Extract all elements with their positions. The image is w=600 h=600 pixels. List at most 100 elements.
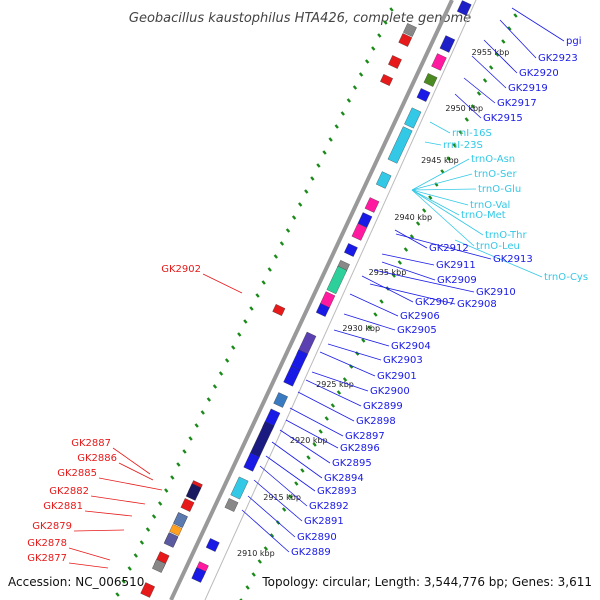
kbp-label: 2935 kbp (369, 268, 407, 277)
gene-label-right[interactable]: GK2894 (324, 473, 364, 484)
gene-label-left[interactable]: GK2877 (27, 553, 67, 564)
gene-label-left[interactable]: GK2902 (161, 264, 201, 275)
gene-label-right[interactable]: GK2920 (519, 68, 559, 79)
gene-label-right[interactable]: GK2915 (483, 113, 523, 124)
gene-box (357, 212, 373, 228)
gene-label-right[interactable]: trnO-Ser (474, 169, 517, 180)
label-leader (454, 239, 543, 278)
gene-label-left[interactable]: GK2881 (43, 501, 83, 512)
tick-mark (261, 280, 266, 285)
gene-label-left[interactable]: GK2885 (57, 468, 97, 479)
gene-label-right[interactable]: GK2917 (497, 98, 537, 109)
tick-mark (342, 377, 348, 382)
label-leader (297, 391, 355, 422)
tick-mark (379, 299, 384, 304)
gene-label-right[interactable]: GK2896 (340, 443, 380, 454)
label-leader (361, 275, 414, 303)
tick-mark (243, 319, 248, 324)
gene-label-right[interactable]: GK2901 (377, 371, 417, 382)
tick-mark (397, 260, 402, 265)
gene-box (376, 171, 392, 189)
gene-label-right[interactable]: GK2923 (538, 53, 578, 64)
gene-label-right[interactable]: trnO-Cys (544, 272, 588, 283)
tick-mark (403, 247, 409, 252)
tick-mark (298, 202, 303, 207)
gene-label-right[interactable]: GK2904 (391, 341, 431, 352)
gene-box (351, 223, 368, 241)
gene-box (326, 265, 348, 295)
tick-mark (269, 533, 275, 538)
label-leader (68, 547, 111, 561)
gene-label-right[interactable]: rrnI-16S (452, 128, 492, 139)
gene-label-right[interactable]: GK2909 (437, 275, 477, 286)
gene-label-right[interactable]: trnO-Asn (471, 154, 515, 165)
gene-label-right[interactable]: GK2891 (304, 516, 344, 527)
gene-label-right[interactable]: GK2908 (457, 299, 497, 310)
gene-label-right[interactable]: GK2907 (415, 297, 455, 308)
gene-label-right[interactable]: rrnI-23S (443, 140, 483, 151)
gene-label-right[interactable]: GK2900 (370, 386, 410, 397)
gene-label-right[interactable]: GK2910 (476, 287, 516, 298)
label-leader (511, 7, 565, 42)
label-lines (68, 7, 565, 569)
label-leader (259, 465, 308, 507)
gene-feature (387, 126, 413, 164)
gene-box (185, 483, 202, 501)
kbp-label: 2920 kbp (290, 436, 328, 445)
gene-label-right[interactable]: GK2889 (291, 547, 331, 558)
tick-mark (371, 46, 376, 51)
tick-mark (206, 397, 212, 402)
gene-feature (388, 55, 402, 69)
gene-label-right[interactable]: pgi (566, 36, 581, 47)
kbp-label: 2940 kbp (394, 213, 432, 222)
gene-label-right[interactable]: GK2897 (345, 431, 385, 442)
gene-label-right[interactable]: GK2892 (309, 501, 349, 512)
gene-box (416, 88, 431, 102)
gene-box (388, 55, 402, 69)
gene-label-right[interactable]: GK2898 (356, 416, 396, 427)
gene-label-right[interactable]: GK2913 (493, 254, 533, 265)
tick-mark (334, 124, 339, 129)
gene-label-left[interactable]: GK2878 (27, 538, 67, 549)
gene-label-right[interactable]: GK2919 (508, 83, 548, 94)
gene-label-right[interactable]: trnO-Val (470, 200, 510, 211)
gene-label-left[interactable]: GK2879 (32, 521, 72, 532)
tick-mark (182, 449, 187, 454)
gene-label-right[interactable]: GK2895 (332, 458, 372, 469)
gene-label-left[interactable]: GK2886 (77, 453, 117, 464)
tick-mark (145, 527, 151, 532)
gene-label-right[interactable]: trnO-Glu (478, 184, 521, 195)
gene-label-left[interactable]: GK2882 (49, 486, 89, 497)
gene-label-right[interactable]: GK2893 (317, 486, 357, 497)
label-leader (411, 189, 475, 247)
gene-box (283, 365, 301, 387)
gene-box (191, 567, 206, 583)
tick-mark (446, 156, 451, 161)
gene-feature (180, 498, 195, 512)
tick-mark (415, 221, 421, 226)
gene-label-right[interactable]: GK2906 (400, 311, 440, 322)
outer-backbone (204, 0, 477, 600)
gene-box (364, 197, 380, 213)
gene-label-right[interactable]: GK2890 (297, 532, 337, 543)
tick-mark (288, 494, 293, 499)
tick-mark (336, 390, 342, 395)
gene-feature (191, 567, 206, 583)
gene-label-right[interactable]: trnO-Met (461, 210, 506, 221)
label-leader (285, 419, 339, 449)
gene-label-right[interactable]: GK2905 (397, 325, 437, 336)
gene-label-right[interactable]: GK2912 (429, 243, 469, 254)
tick-mark (237, 332, 242, 337)
tick-mark (176, 462, 181, 467)
gene-label-left[interactable]: GK2887 (71, 438, 111, 449)
label-leader (381, 261, 436, 281)
gene-label-right[interactable]: trnO-Leu (476, 241, 520, 252)
gene-label-right[interactable]: GK2911 (436, 260, 476, 271)
gene-label-right[interactable]: GK2899 (363, 401, 403, 412)
gene-label-right[interactable]: trnO-Thr (485, 230, 527, 241)
tick-mark (409, 234, 415, 239)
genome-title: Geobacillus kaustophilus HTA426, complet… (129, 11, 471, 26)
gene-label-right[interactable]: GK2903 (383, 355, 423, 366)
tick-mark (127, 566, 132, 571)
tick-mark (257, 559, 262, 564)
